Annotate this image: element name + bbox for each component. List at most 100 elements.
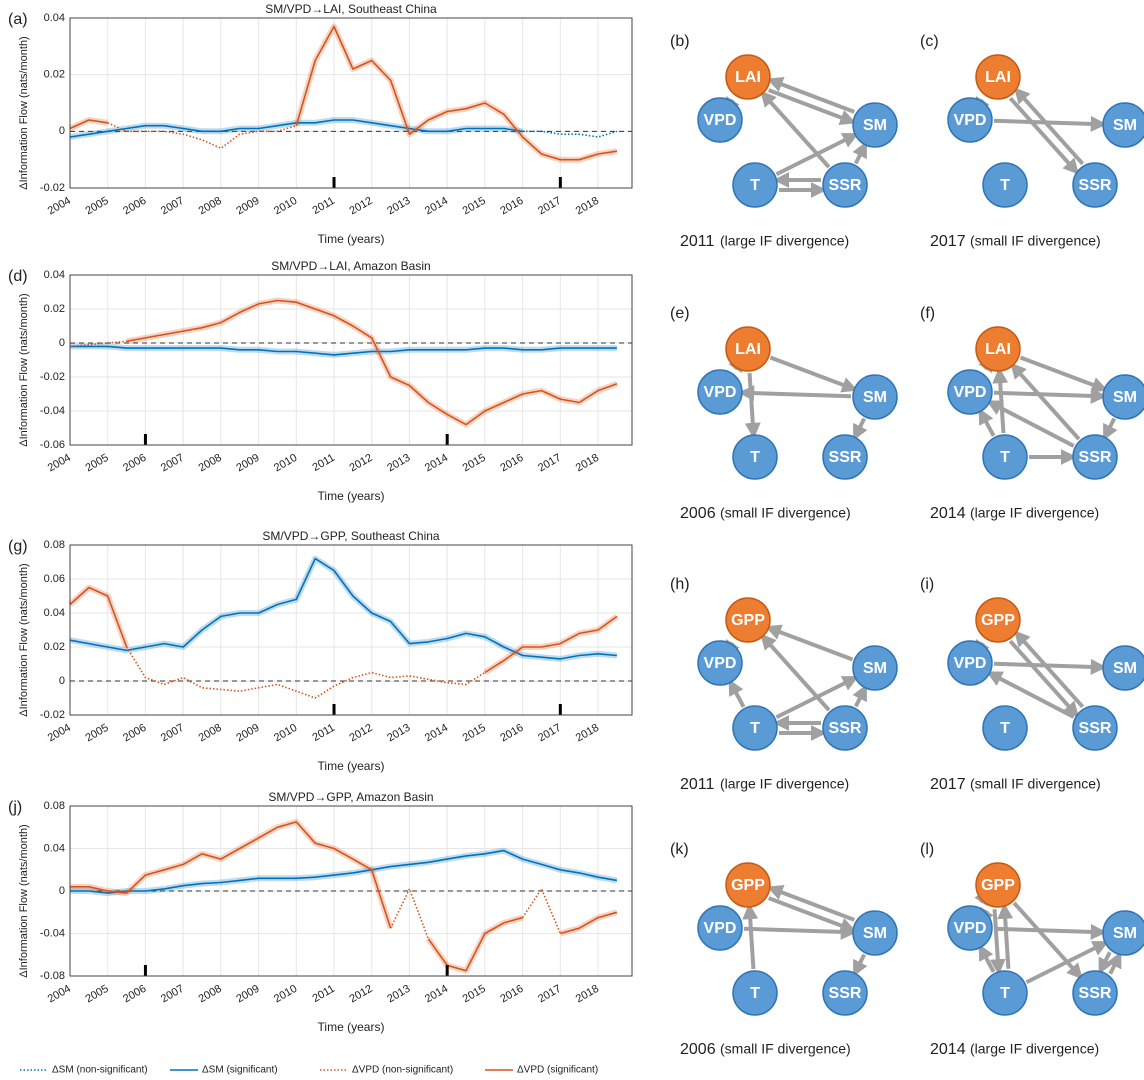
node-label: SSR [829,177,862,194]
node-label: SM [863,117,887,134]
y-tick-label: -0.04 [40,405,65,417]
arrow [1008,639,1080,718]
x-tick-label: 2014 [423,452,450,475]
diagram-note: (large IF divergence) [720,233,849,249]
node [1072,705,1118,751]
y-tick-label: 0.04 [44,269,65,281]
x-tick-label: 2006 [121,983,148,1006]
x-tick-label: 2016 [498,722,525,745]
highlight-marker [143,434,147,445]
legend-label: ΔVPD (significant) [517,1065,598,1076]
highlight-marker [445,965,449,976]
series-line [125,646,486,699]
x-tick-label: 2014 [423,983,450,1006]
x-tick-label: 2018 [574,452,601,475]
arrow [760,90,831,169]
arrow [767,88,857,126]
node [852,102,898,148]
x-tick-label: 2018 [574,195,601,218]
y-tick-label: 0.06 [44,573,65,585]
x-tick-label: 2004 [46,722,73,745]
node [697,640,743,686]
x-tick-label: 2017 [536,722,563,745]
legend-label: ΔSM (non-significant) [52,1065,148,1076]
arrow [775,133,859,177]
x-tick-label: 2005 [83,983,110,1006]
y-tick-label: -0.06 [40,439,65,451]
panel-label: (a) [8,11,28,28]
node-label: T [1000,720,1010,737]
arrow [742,903,759,970]
x-tick-label: 2012 [347,722,374,745]
x-tick-label: 2015 [461,195,488,218]
panel-label: (g) [8,538,28,555]
chart-title: SM/VPD→LAI, Southeast China [265,2,437,16]
x-tick-label: 2018 [574,722,601,745]
x-tick-label: 2015 [461,722,488,745]
node-label: LAI [985,341,1011,358]
chart-title: SM/VPD→GPP, Amazon Basin [268,790,433,804]
x-axis-label: Time (years) [318,1020,385,1034]
node-label: VPD [954,384,987,401]
y-tick-label: 0.02 [44,303,65,315]
y-tick-label: 0.04 [44,607,65,619]
node-label: VPD [954,655,987,672]
x-tick-label: 2005 [83,452,110,475]
y-tick-label: 0 [59,885,65,897]
node-label: SM [863,660,887,677]
node-label: T [1000,985,1010,1002]
y-tick-label: 0.08 [44,800,65,812]
node [975,326,1021,372]
node [982,434,1028,480]
node-label: SM [863,925,887,942]
x-tick-label: 2010 [272,722,299,745]
diagram-year: 2011 [680,233,715,250]
y-tick-label: -0.08 [40,970,65,982]
arrow [766,884,856,922]
node [732,970,778,1016]
x-tick-label: 2015 [461,983,488,1006]
node-label: GPP [731,877,765,894]
panel-label: (j) [8,799,22,816]
x-tick-label: 2004 [46,195,73,218]
node [725,597,771,643]
diagram-year: 2017 [930,233,966,250]
y-tick-label: 0.08 [44,539,65,551]
arrow [1010,362,1081,441]
node-label: VPD [704,920,737,937]
node [1102,645,1144,691]
series-line [69,119,523,138]
node [975,862,1021,908]
node [725,326,771,372]
x-tick-label: 2014 [423,195,450,218]
arrow [853,953,868,977]
node-label: VPD [704,112,737,129]
node-label: SM [1113,925,1137,942]
node-label: LAI [735,69,761,86]
x-tick-label: 2017 [536,983,563,1006]
node [947,97,993,143]
x-axis-label: Time (years) [318,759,385,773]
series-line [126,299,618,426]
x-tick-label: 2011 [310,452,336,474]
node-label: T [1000,177,1010,194]
node [975,54,1021,100]
node-label: SSR [829,449,862,466]
x-tick-label: 2007 [159,983,186,1006]
highlight-marker [558,704,562,715]
node [852,910,898,956]
x-tick-label: 2017 [536,195,563,218]
node [732,705,778,751]
x-tick-label: 2007 [159,722,186,745]
x-tick-label: 2005 [83,722,110,745]
node-label: T [750,985,760,1002]
x-tick-label: 2009 [234,195,261,218]
x-tick-label: 2006 [121,195,148,218]
node [1102,102,1144,148]
x-tick-label: 2018 [574,983,601,1006]
x-tick-label: 2012 [347,983,374,1006]
x-tick-label: 2016 [498,452,525,475]
diagram-note: (large IF divergence) [720,776,849,792]
y-tick-label: -0.02 [40,709,65,721]
y-tick-label: 0.04 [44,12,65,24]
